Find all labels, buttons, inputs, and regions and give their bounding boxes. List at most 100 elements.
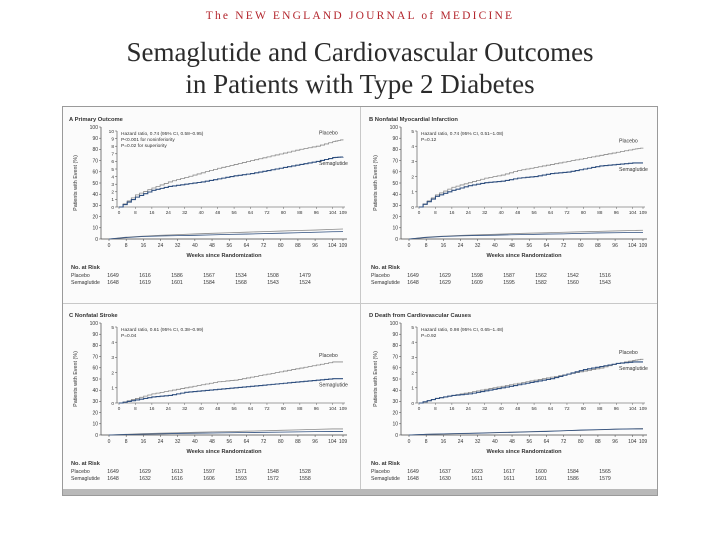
- outer-y-tick-label: 40: [92, 192, 98, 198]
- x-tick-label: 88: [295, 243, 301, 249]
- journal-masthead: The NEW ENGLAND JOURNAL of MEDICINE: [205, 10, 515, 22]
- risk-value: 1508: [267, 273, 279, 279]
- panel-nonfatal-mi: B Nonfatal Myocardial Infarction Patients…: [365, 109, 655, 299]
- risk-value: 1609: [471, 280, 483, 286]
- risk-row-label: Placebo: [71, 469, 90, 475]
- inset-x-tick-label: 88: [597, 210, 603, 215]
- outer-y-tick-label: 60: [92, 366, 98, 372]
- outer-series-line-placebo: [108, 228, 344, 240]
- stat-annotation: P=0.92: [421, 333, 437, 339]
- outer-y-tick-label: 60: [392, 366, 398, 372]
- risk-row-label: Placebo: [371, 273, 390, 279]
- risk-header: No. at Risk: [371, 461, 400, 467]
- inset-x-tick-label: 64: [248, 210, 254, 215]
- risk-value: 1543: [599, 280, 611, 286]
- x-tick-label: 24: [458, 439, 464, 445]
- risk-value: 1632: [139, 476, 151, 482]
- inset-y-tick-label: 2: [111, 190, 114, 196]
- outer-series-line-semaglutide: [408, 428, 643, 436]
- inset-x-tick-label: 104: [329, 210, 337, 215]
- risk-value: 1572: [267, 476, 279, 482]
- outer-y-tick-label: 10: [92, 422, 98, 428]
- risk-value: 1637: [439, 469, 451, 475]
- x-tick-label: 40: [492, 243, 498, 249]
- x-tick-label: 48: [209, 439, 215, 445]
- x-tick-label: 96: [312, 243, 318, 249]
- x-tick-label: 0: [408, 439, 411, 445]
- risk-value: 1649: [107, 273, 119, 279]
- outer-y-tick-label: 20: [392, 410, 398, 416]
- inset-y-tick-label: 1: [111, 197, 114, 203]
- chart-svg: A Primary Outcome Patients with Event (%)…: [69, 117, 348, 259]
- outer-y-tick-label: 60: [92, 170, 98, 176]
- x-tick-label: 16: [441, 439, 447, 445]
- inset-background: [417, 327, 645, 403]
- x-tick-label: 32: [475, 243, 481, 249]
- inset-y-tick-label: 6: [111, 159, 114, 165]
- risk-value: 1567: [203, 273, 215, 279]
- risk-value: 1571: [235, 469, 247, 475]
- outer-y-tick-label: 80: [392, 343, 398, 349]
- outer-y-tick-label: 50: [392, 377, 398, 383]
- risk-value: 1516: [599, 273, 611, 279]
- outer-y-tick-label: 100: [390, 125, 399, 131]
- inset-x-tick-label: 16: [149, 210, 155, 215]
- x-tick-label: 72: [561, 243, 567, 249]
- risk-value: 1629: [439, 280, 451, 286]
- risk-value: 1595: [503, 280, 515, 286]
- y-axis-label: Patients with Event (%): [373, 155, 379, 211]
- x-tick-label: 32: [175, 243, 181, 249]
- inset-x-tick-label: 80: [581, 210, 587, 215]
- risk-value: 1616: [171, 476, 183, 482]
- inset-y-tick-label: 0: [111, 205, 114, 211]
- panel-title: B Nonfatal Myocardial Infarction: [369, 117, 458, 123]
- inset-y-tick-label: 4: [411, 144, 414, 150]
- inset-x-tick-label: 0: [418, 210, 421, 215]
- outer-series-line-semaglutide: [408, 232, 643, 240]
- outer-y-tick-label: 0: [95, 433, 98, 439]
- panel-primary-outcome: A Primary Outcome Patients with Event (%)…: [65, 109, 355, 299]
- risk-value: 1611: [503, 476, 515, 482]
- risk-value: 1565: [599, 469, 611, 475]
- inset-x-tick-label: 72: [564, 406, 570, 411]
- inset-x-tick-label: 80: [281, 210, 287, 215]
- series-line-placebo: [119, 361, 343, 404]
- outer-y-tick-label: 70: [92, 354, 98, 360]
- outer-y-tick-label: 40: [92, 388, 98, 394]
- outer-y-tick-label: 50: [392, 181, 398, 187]
- inset-y-tick-label: 1: [411, 190, 414, 196]
- series-line-placebo: [419, 147, 644, 208]
- inset-y-tick-label: 4: [111, 340, 114, 346]
- x-tick-label: 64: [244, 439, 250, 445]
- x-tick-label: 96: [612, 439, 618, 445]
- risk-value: 1601: [535, 476, 547, 482]
- risk-value: 1649: [107, 469, 119, 475]
- inset-x-tick-label: 8: [434, 406, 437, 411]
- risk-value: 1528: [299, 469, 311, 475]
- risk-value: 1648: [107, 476, 119, 482]
- series-label-semaglutide: Semaglutide: [619, 167, 648, 173]
- figure-panel: A Primary Outcome Patients with Event (%)…: [62, 106, 658, 496]
- inset-x-tick-label: 0: [418, 406, 421, 411]
- risk-value: 1649: [407, 469, 419, 475]
- outer-y-tick-label: 80: [92, 147, 98, 153]
- x-tick-label: 0: [108, 439, 111, 445]
- x-tick-label: 72: [261, 439, 267, 445]
- inset-y-tick-label: 2: [111, 370, 114, 376]
- x-tick-label: 104: [328, 439, 337, 445]
- inset-x-tick-label: 64: [548, 210, 554, 215]
- series-line-placebo: [119, 139, 344, 208]
- series-label-placebo: Placebo: [319, 353, 338, 359]
- stat-annotation: P=0.12: [421, 137, 437, 143]
- outer-y-tick-label: 100: [90, 321, 99, 327]
- x-tick-label: 16: [441, 243, 447, 249]
- risk-table: No. at Risk Placebo 1649 1616 1586 1567 1534 15…: [71, 265, 351, 287]
- outer-series-line-placebo: [108, 428, 343, 436]
- x-tick-label: 64: [544, 243, 550, 249]
- inset-x-tick-label: 16: [449, 406, 455, 411]
- risk-value: 1593: [235, 476, 247, 482]
- risk-value: 1629: [439, 273, 451, 279]
- risk-value: 1649: [407, 273, 419, 279]
- x-tick-label: 16: [141, 439, 147, 445]
- chart-svg: B Nonfatal Myocardial Infarction Patients…: [369, 117, 648, 259]
